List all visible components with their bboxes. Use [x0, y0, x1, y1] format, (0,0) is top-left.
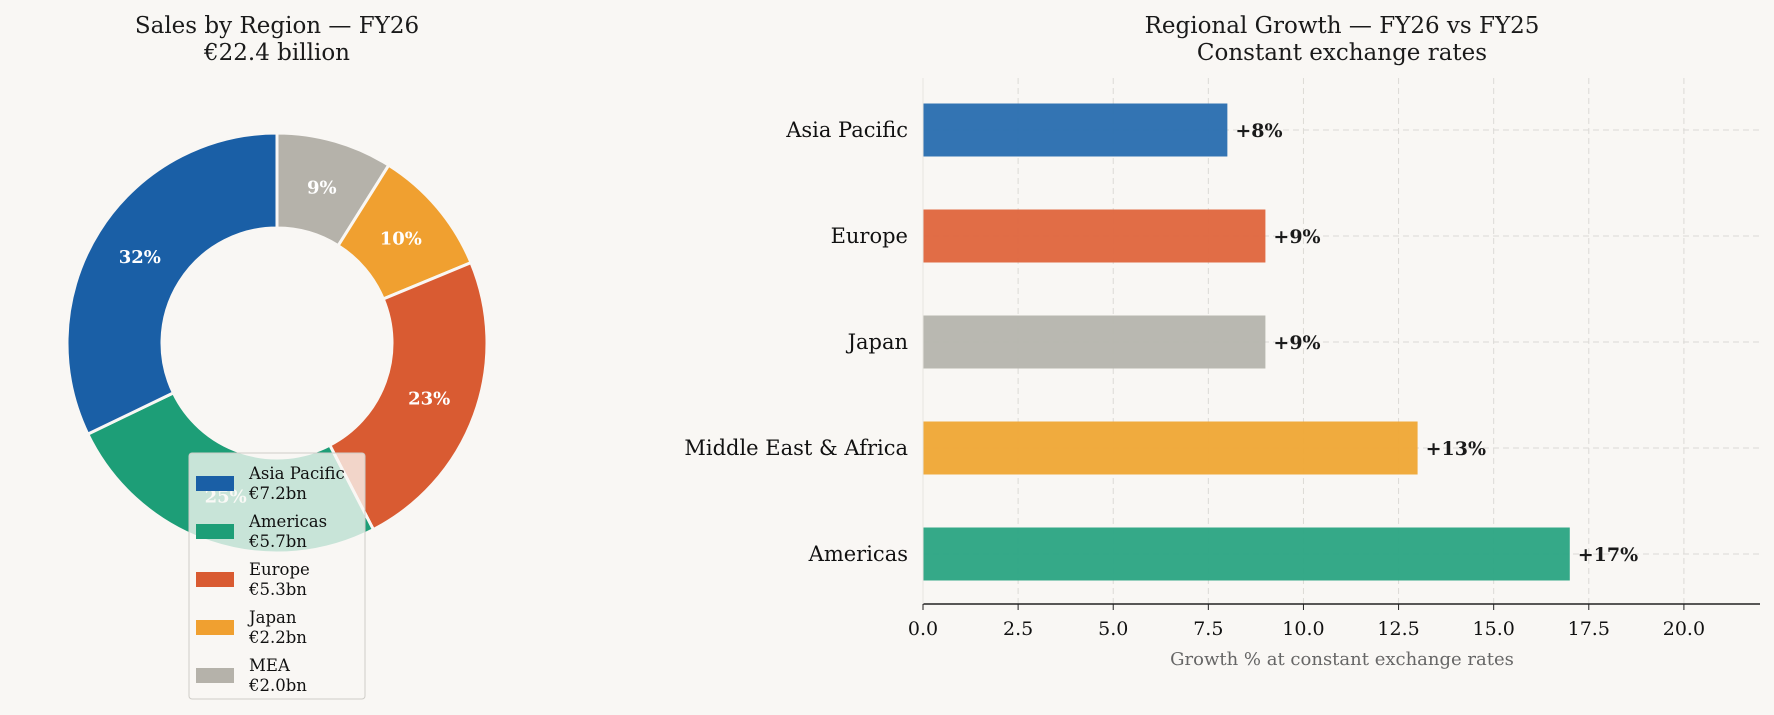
- donut-slice-label-japan: 10%: [380, 228, 422, 249]
- bar-x-tick-label: 17.5: [1568, 618, 1610, 640]
- donut-slice-label-mea: 9%: [307, 177, 337, 198]
- bar-middle-east-africa: [923, 421, 1418, 475]
- bar-americas: [923, 527, 1570, 581]
- bar-x-tick-label: 0.0: [908, 618, 938, 640]
- bar-x-tick-label: 7.5: [1193, 618, 1223, 640]
- legend-name: Europe: [249, 560, 310, 579]
- donut-subtitle: €22.4 billion: [203, 40, 350, 66]
- bar-x-tick-label: 2.5: [1003, 618, 1033, 640]
- bar-title: Regional Growth — FY26 vs FY25: [1145, 13, 1540, 39]
- legend-value: €5.7bn: [248, 532, 307, 551]
- bar-value-label: +8%: [1235, 120, 1282, 142]
- legend-box: [188, 452, 366, 700]
- donut-chart: Sales by Region — FY26 €22.4 billion 9% 1…: [65, 13, 489, 700]
- legend-value: €2.0bn: [248, 676, 307, 695]
- bar-x-tick-label: 15.0: [1473, 618, 1515, 640]
- bar-europe: [923, 209, 1266, 263]
- bar-x-tick-label: 20.0: [1663, 618, 1705, 640]
- legend-name: Asia Pacific: [248, 464, 345, 483]
- bar-value-labels: +8% +9% +9% +13% +17%: [1235, 120, 1638, 566]
- legend-item-mea: MEA€2.0bn: [196, 656, 307, 695]
- bar-category-label: Europe: [831, 224, 908, 248]
- legend-item-asia-pacific: Asia Pacific€7.2bn: [196, 464, 345, 503]
- legend-name: MEA: [249, 656, 291, 675]
- bar-japan: [923, 315, 1266, 369]
- legend-swatch: [196, 620, 234, 635]
- legend-name: Japan: [247, 608, 297, 627]
- donut-legend: Asia Pacific€7.2bnAmericas€5.7bnEurope€5…: [188, 452, 366, 700]
- bar-value-label: +9%: [1273, 226, 1320, 248]
- donut-slice-asia-pacific: [65, 131, 279, 437]
- bar-x-tick-label: 5.0: [1098, 618, 1128, 640]
- bar-value-label: +13%: [1426, 438, 1486, 460]
- donut-slice-label-europe: 23%: [408, 389, 450, 410]
- donut-title: Sales by Region — FY26: [135, 13, 419, 39]
- bar-category-label: Americas: [808, 542, 908, 566]
- bar-series: [923, 103, 1570, 581]
- bar-category-label: Middle East & Africa: [684, 436, 908, 460]
- legend-value: €5.3bn: [248, 580, 307, 599]
- bar-category-label: Japan: [846, 330, 908, 354]
- donut-slice-europe: [327, 260, 489, 532]
- legend-name: Americas: [248, 512, 327, 531]
- legend-item-americas: Americas€5.7bn: [196, 512, 327, 551]
- bar-asia-pacific: [923, 103, 1228, 157]
- bar-value-label: +9%: [1273, 332, 1320, 354]
- bar-x-axis: 0.0 2.5 5.0 7.5 10.0 12.5 15.0 17.5 20.0: [908, 78, 1760, 640]
- bar-x-axis-title: Growth % at constant exchange rates: [1170, 649, 1514, 670]
- legend-swatch: [196, 524, 234, 539]
- legend-swatch: [196, 572, 234, 587]
- legend-value: €2.2bn: [248, 628, 307, 647]
- legend-item-japan: Japan€2.2bn: [196, 608, 307, 647]
- bar-subtitle: Constant exchange rates: [1197, 40, 1487, 66]
- legend-swatch: [196, 476, 234, 491]
- bar-category-labels: Asia Pacific Europe Japan Middle East & Afr…: [684, 118, 908, 566]
- bar-value-label: +17%: [1578, 544, 1638, 566]
- bar-chart: Regional Growth — FY26 vs FY25 Constant …: [684, 13, 1760, 670]
- legend-item-europe: Europe€5.3bn: [196, 560, 310, 599]
- bar-category-label: Asia Pacific: [785, 118, 908, 142]
- bar-x-tick-label: 12.5: [1377, 618, 1419, 640]
- legend-value: €7.2bn: [248, 484, 307, 503]
- donut-slice-label-asia-pacific: 32%: [119, 247, 161, 268]
- bar-x-tick-label: 10.0: [1282, 618, 1324, 640]
- legend-swatch: [196, 668, 234, 683]
